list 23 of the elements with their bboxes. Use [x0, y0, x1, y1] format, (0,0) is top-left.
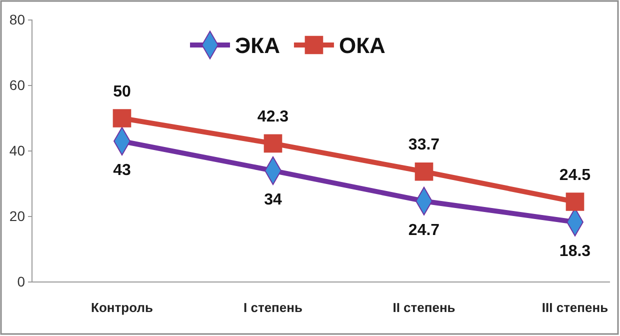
- y-tick-label: 0: [17, 273, 26, 290]
- point: [566, 192, 584, 211]
- data-label: 42.3: [257, 108, 289, 126]
- y-tick-label: 20: [9, 208, 26, 224]
- y-tick-label: 40: [9, 142, 26, 158]
- legend-label: ЭКА: [235, 33, 280, 58]
- x-tick-label: Контроль: [91, 300, 153, 315]
- x-tick-label: III степень: [542, 300, 608, 315]
- data-label: 24.7: [408, 222, 440, 240]
- point: [264, 134, 282, 153]
- point: [414, 162, 434, 181]
- data-label: 24.5: [559, 166, 591, 184]
- point: [112, 109, 132, 128]
- data-label: 50: [113, 83, 131, 100]
- data-label: 34: [264, 192, 282, 209]
- x-tick-label: II степень: [392, 300, 456, 315]
- legend-label: ОКА: [338, 33, 386, 58]
- x-tick-label: I степень: [244, 300, 302, 315]
- y-tick-label: 60: [9, 76, 26, 93]
- data-label: 33.7: [408, 136, 440, 154]
- y-tick-label: 80: [9, 11, 26, 28]
- data-label: 18.3: [559, 243, 591, 260]
- data-label: 43: [113, 162, 131, 180]
